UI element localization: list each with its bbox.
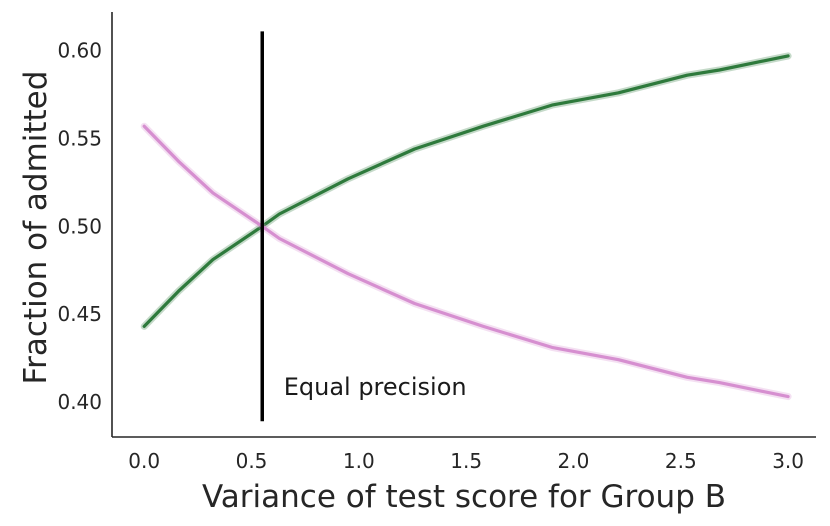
x-axis-ticks: 0.0 0.5 1.0 1.5 2.0 2.5 3.0 bbox=[128, 449, 804, 473]
x-tick-label: 0.0 bbox=[128, 449, 160, 473]
x-axis-title: Variance of test score for Group B bbox=[202, 479, 726, 515]
y-axis-title: Fraction of admitted bbox=[18, 71, 54, 385]
y-tick-label: 0.55 bbox=[57, 126, 102, 150]
x-tick-label: 1.0 bbox=[343, 449, 375, 473]
plot-area bbox=[140, 31, 792, 422]
series-1-line bbox=[142, 124, 790, 399]
y-axis-ticks: 0.40 0.45 0.50 0.55 0.60 bbox=[57, 39, 102, 414]
equal-precision-annotation: Equal precision bbox=[284, 373, 467, 401]
x-tick-label: 1.5 bbox=[450, 449, 482, 473]
series-0-line bbox=[142, 54, 790, 328]
y-tick-label: 0.40 bbox=[57, 390, 102, 414]
x-tick-label: 2.5 bbox=[665, 449, 697, 473]
x-tick-label: 3.0 bbox=[772, 449, 804, 473]
series-0-band bbox=[140, 52, 792, 330]
x-tick-label: 0.5 bbox=[236, 449, 268, 473]
y-tick-label: 0.50 bbox=[57, 214, 102, 238]
x-tick-label: 2.0 bbox=[558, 449, 590, 473]
y-tick-label: 0.60 bbox=[57, 39, 102, 63]
y-tick-label: 0.45 bbox=[57, 302, 102, 326]
series-1-band bbox=[140, 122, 792, 401]
